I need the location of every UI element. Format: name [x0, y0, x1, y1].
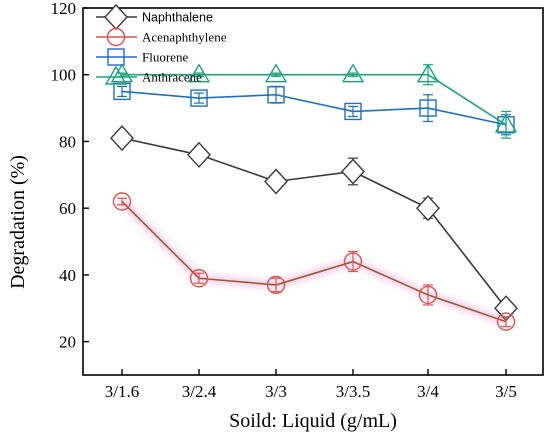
legend-marker-anthracene — [104, 65, 128, 85]
x-tick-label: 3/1.6 — [105, 382, 139, 401]
acenaphthylene-point — [496, 312, 516, 331]
anthracene-line — [122, 73, 507, 126]
fluorene-point — [419, 99, 437, 117]
series-layer — [110, 63, 518, 331]
y-axis-label: Degradation (%) — [7, 155, 29, 289]
fluorene-point — [190, 89, 208, 107]
x-tick-label: 3/3.5 — [336, 382, 370, 401]
y-tick-label: 120 — [51, 0, 77, 18]
legend-label-fluorene: Fluorene — [142, 50, 188, 65]
fluorene-point — [267, 86, 285, 104]
plot-frame — [82, 7, 544, 376]
acenaphthylene-point — [266, 275, 286, 295]
anthracene-point — [110, 63, 134, 83]
legend-marker-acenaphthylene — [106, 27, 126, 47]
acenaphthylene-point — [343, 252, 363, 271]
anthracene-point — [187, 63, 211, 83]
anthracene-point — [494, 113, 518, 133]
legend-label-naphthalene: Naphthalene — [142, 11, 213, 25]
series-highlight-layer — [118, 198, 508, 326]
naphthalene-point — [264, 168, 288, 195]
y-tick-label: 40 — [59, 266, 76, 285]
y-tick-label: 20 — [59, 333, 76, 352]
naphthalene-point — [341, 158, 365, 185]
legend-label-acenaphthylene: Acenaphthylene — [142, 30, 227, 45]
y-tick-label: 100 — [51, 66, 77, 85]
axes: 20 40 60 80 100 120 3/1.6 3/2.4 3/3 3/3.5 3/4 3/5 — [51, 0, 544, 401]
x-tick-label: 3/5 — [495, 382, 517, 401]
x-tick-label: 3/2.4 — [182, 382, 217, 401]
anthracene-point — [264, 63, 288, 83]
acenaphthylene-point — [112, 192, 132, 211]
fluorene-point — [344, 102, 362, 121]
x-tick-label: 3/3 — [265, 382, 287, 401]
naphthalene-point — [416, 195, 440, 222]
anthracene-point — [341, 63, 365, 83]
acenaphthylene-line — [121, 200, 507, 323]
fluorene-line — [121, 90, 507, 126]
acenaphthylene-point — [418, 285, 438, 305]
acenaphthylene-point — [189, 269, 209, 288]
legend-label-anthracene: Anthracene — [142, 70, 202, 85]
legend: Naphthalene Acenaphthylene Fluorene Anthrac… — [96, 3, 227, 85]
x-tick-label: 3/4 — [417, 382, 439, 401]
naphthalene-line — [121, 137, 507, 309]
legend-marker-fluorene — [107, 48, 125, 66]
naphthalene-point — [187, 141, 211, 168]
x-axis-label: Soild: Liquid (g/mL) — [229, 410, 397, 432]
acenaphthylene-highlight — [118, 198, 508, 326]
naphthalene-point — [110, 125, 134, 152]
y-tick-label: 60 — [59, 199, 76, 218]
y-tick-label: 80 — [59, 132, 76, 151]
anthracene-point — [416, 63, 440, 83]
